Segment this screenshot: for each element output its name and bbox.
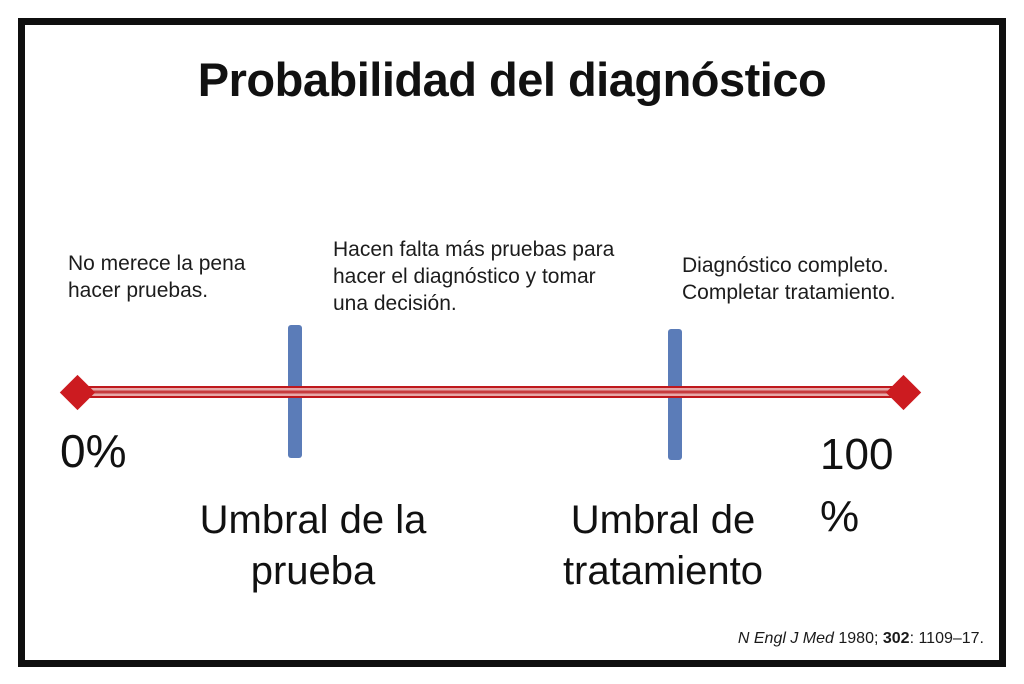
annotation-line: Hacen falta más pruebas para: [333, 238, 615, 261]
annotation-line: una decisión.: [333, 292, 457, 315]
annotation-line: hacer pruebas.: [68, 279, 209, 302]
annotation-more-tests: Hacen falta más pruebas para hacer el di…: [333, 236, 614, 317]
annotation-line: Completar tratamiento.: [682, 281, 896, 304]
annotation-line: Diagnóstico completo.: [682, 254, 889, 277]
axis-start-label: 0%: [60, 425, 127, 477]
threshold-label-line: Umbral de la: [199, 498, 427, 542]
threshold-label-line: prueba: [250, 549, 376, 593]
citation-pages: : 1109–17.: [909, 630, 984, 647]
probability-axis-line: [77, 386, 903, 398]
citation-journal: N Engl J Med: [737, 630, 834, 647]
page-title: Probabilidad del diagnóstico: [197, 53, 827, 106]
annotation-complete-diagnosis: Diagnóstico completo. Completar tratamie…: [682, 252, 896, 306]
citation: N Engl J Med 1980; 302: 1109–17.: [738, 630, 984, 648]
treatment-threshold-label: Umbral de tratamiento: [503, 495, 823, 597]
annotation-line: hacer el diagnóstico y tomar: [333, 265, 596, 288]
annotation-no-tests: No merece la pena hacer pruebas.: [68, 250, 245, 304]
citation-year: 1980;: [833, 630, 883, 647]
annotation-line: No merece la pena: [68, 252, 246, 275]
axis-end-label: 100 %: [820, 424, 893, 548]
threshold-label-line: tratamiento: [562, 549, 764, 593]
threshold-label-line: Umbral de: [570, 498, 756, 542]
axis-end-label-line: 100: [820, 430, 894, 479]
citation-volume: 302: [882, 630, 910, 647]
test-threshold-label: Umbral de la prueba: [153, 495, 473, 597]
slide-border-frame: [18, 18, 1006, 667]
axis-end-label-line: %: [820, 492, 860, 541]
